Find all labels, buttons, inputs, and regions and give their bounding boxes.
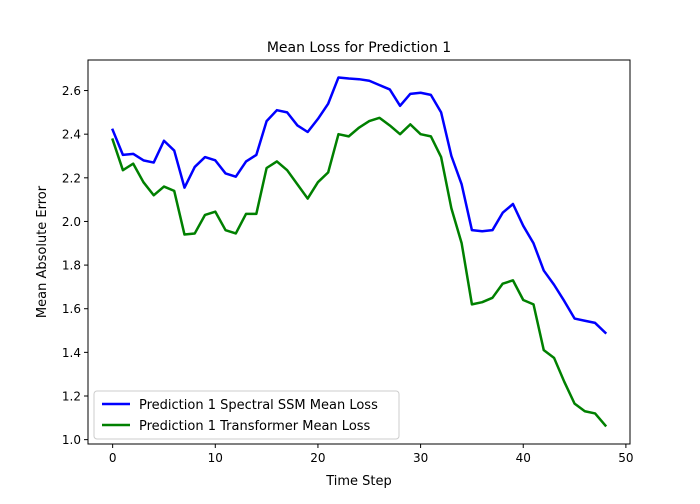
legend-label-transformer: Prediction 1 Transformer Mean Loss [139, 419, 371, 434]
legend: Prediction 1 Spectral SSM Mean Loss Pred… [93, 390, 400, 440]
y-tick-label-2-6: 2.6 [62, 84, 81, 98]
x-tick-label-50: 50 [618, 451, 633, 465]
x-tick-label-30: 30 [413, 451, 428, 465]
y-tick-label-1-6: 1.6 [62, 302, 81, 316]
x-axis-label: Time Step [325, 474, 392, 489]
series-layer [111, 76, 608, 428]
y-axis-ticks: 1.0 1.2 1.4 1.6 1.8 2.0 2.2 2.4 2.6 [62, 84, 88, 447]
series-line-spectral-ssm [111, 76, 608, 335]
plot-frame [87, 59, 631, 445]
chart-title: Mean Loss for Prediction 1 [267, 40, 451, 56]
x-tick-label-40: 40 [516, 451, 531, 465]
series-line-transformer [111, 116, 608, 428]
y-tick-label-1-8: 1.8 [62, 259, 81, 273]
legend-label-spectral-ssm: Prediction 1 Spectral SSM Mean Loss [139, 398, 378, 413]
y-axis-label: Mean Absolute Error [35, 185, 50, 318]
x-axis-ticks: 0 10 20 30 40 50 [109, 444, 634, 465]
x-tick-label-0: 0 [109, 451, 117, 465]
legend-box [93, 390, 400, 440]
y-tick-label-2-4: 2.4 [62, 128, 81, 142]
y-tick-label-2-0: 2.0 [62, 215, 81, 229]
y-tick-label-1-0: 1.0 [62, 433, 81, 447]
x-tick-label-20: 20 [310, 451, 325, 465]
x-tick-label-10: 10 [208, 451, 223, 465]
y-tick-label-1-4: 1.4 [62, 346, 81, 360]
y-tick-label-2-2: 2.2 [62, 171, 81, 185]
y-tick-label-1-2: 1.2 [62, 390, 81, 404]
